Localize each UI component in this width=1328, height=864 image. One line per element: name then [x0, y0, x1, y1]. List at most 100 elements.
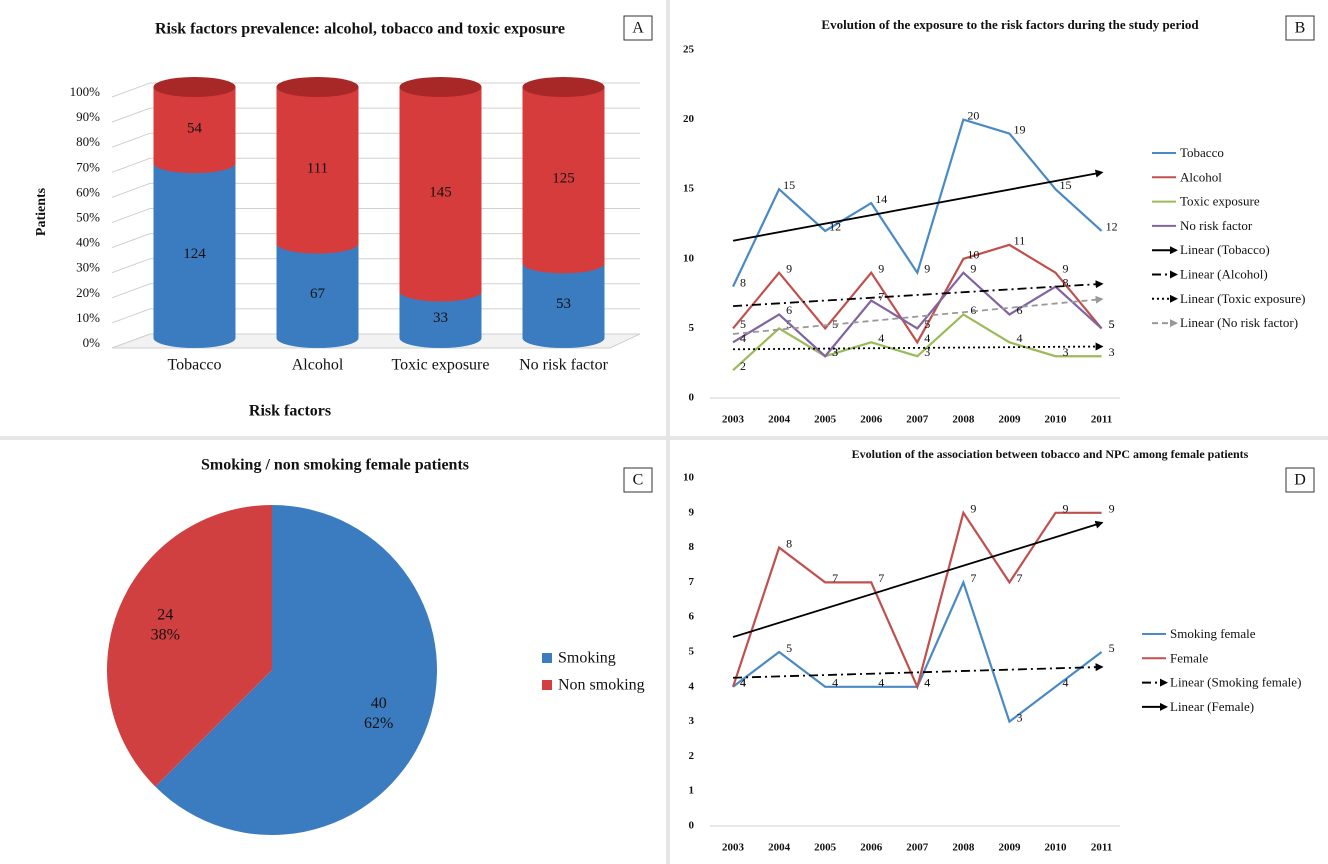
cylinder-top [153, 77, 236, 97]
data-label: 9 [786, 261, 792, 275]
data-label: 5 [924, 317, 930, 331]
x-tick-label: 2005 [814, 842, 837, 854]
data-label: 20 [967, 108, 979, 122]
x-axis-label: Risk factors [249, 403, 331, 420]
data-label: 4 [740, 331, 746, 345]
y-tick-label: 4 [689, 680, 695, 692]
data-label: 4 [740, 676, 746, 690]
cylinder-top [276, 77, 359, 97]
x-tick-label: 2011 [1091, 842, 1112, 854]
data-label: 111 [307, 161, 328, 177]
data-label: 53 [556, 296, 571, 312]
y-tick-label: 9 [689, 506, 695, 518]
cylinder-top [399, 77, 482, 97]
panel-letter: C [633, 472, 644, 489]
data-label: 4 [878, 331, 884, 345]
y-tick-label: 70% [76, 159, 100, 174]
data-label: 3 [832, 345, 838, 359]
y-tick-label: 8 [689, 541, 695, 553]
pie-slice [155, 505, 438, 835]
legend-label: Linear (No risk factor) [1180, 315, 1298, 330]
bar-segment [399, 87, 482, 302]
legend-label: Non smoking [558, 677, 645, 694]
x-tick-label: Toxic exposure [392, 357, 490, 374]
data-label: 7 [970, 571, 976, 585]
data-label: 8 [786, 536, 792, 550]
legend-label: Smoking [558, 650, 616, 667]
y-tick-label: 0 [689, 392, 695, 404]
y-tick-label: 30% [76, 260, 100, 275]
legend-label: Smoking female [1170, 626, 1256, 641]
x-tick-label: Alcohol [292, 357, 344, 374]
trend-line [732, 295, 1104, 335]
data-label: 8 [1063, 275, 1069, 289]
legend-swatch [542, 653, 552, 663]
bar-segment [522, 263, 605, 348]
bar-segment [153, 87, 236, 174]
data-label: 3 [1016, 710, 1022, 724]
panel-letter: B [1295, 20, 1306, 37]
series-line [732, 243, 1103, 345]
cylinder-top [522, 77, 605, 97]
x-tick-label: No risk factor [519, 357, 609, 374]
series-line [731, 510, 1102, 691]
bar-segment [522, 87, 605, 274]
panel-letter-box [623, 15, 653, 41]
series-line [732, 118, 1103, 288]
x-tick-label: 2010 [1045, 842, 1068, 854]
data-label: 9 [1063, 261, 1069, 275]
trend-line [732, 520, 1104, 638]
data-label: 2 [740, 359, 746, 373]
bar-segment [153, 163, 236, 348]
data-label: 9 [970, 261, 976, 275]
legend-label: Linear (Tobacco) [1180, 242, 1270, 257]
legend-label: Linear (Smoking female) [1170, 675, 1301, 690]
bar-segment [276, 87, 359, 254]
trend-line [733, 342, 1104, 351]
x-tick-label: 2009 [998, 414, 1021, 426]
chart-panel: Smoking / non smoking female patients C 40… [0, 440, 666, 864]
data-label: 145 [429, 185, 452, 201]
y-tick-label: 5 [689, 646, 695, 658]
x-tick-label: 2007 [906, 414, 929, 426]
x-tick-label: 2005 [814, 414, 837, 426]
panel-letter-box [623, 467, 653, 493]
x-tick-label: 2009 [998, 842, 1021, 854]
data-label: 54 [187, 121, 203, 137]
data-label: 7 [1016, 571, 1022, 585]
data-label: 40 [371, 695, 387, 712]
data-label: 125 [552, 171, 575, 187]
bar-segment [276, 243, 359, 348]
x-tick-label: 2010 [1045, 414, 1068, 426]
panel-letter: D [1294, 472, 1306, 489]
data-label: 5 [786, 641, 792, 655]
y-tick-label: 7 [689, 576, 695, 588]
y-tick-label: 20 [683, 113, 695, 125]
data-label: 3 [1063, 345, 1069, 359]
trend-line [733, 663, 1104, 679]
legend-label: No risk factor [1180, 218, 1253, 233]
x-tick-label: 2004 [768, 414, 791, 426]
panel-letter-box [1285, 467, 1315, 493]
data-label: 33 [433, 310, 448, 326]
percent-label: 38% [151, 626, 180, 643]
x-tick-label: 2006 [860, 842, 883, 854]
data-label: 4 [924, 676, 930, 690]
data-label: 7 [878, 571, 884, 585]
y-tick-label: 1 [689, 785, 695, 797]
data-label: 3 [832, 345, 838, 359]
x-tick-label: 2003 [722, 414, 745, 426]
data-label: 4 [1063, 676, 1069, 690]
y-tick-label: 60% [76, 184, 100, 199]
data-label: 124 [183, 246, 206, 262]
data-label: 8 [740, 275, 746, 289]
data-label: 4 [878, 676, 884, 690]
data-label: 5 [1109, 317, 1115, 331]
legend-label: Alcohol [1180, 169, 1222, 184]
legend-label: Female [1170, 650, 1208, 665]
data-label: 9 [970, 502, 976, 516]
data-label: 3 [1109, 345, 1115, 359]
y-tick-label: 20% [76, 285, 100, 300]
data-label: 19 [1013, 122, 1025, 136]
data-label: 12 [1106, 220, 1118, 234]
